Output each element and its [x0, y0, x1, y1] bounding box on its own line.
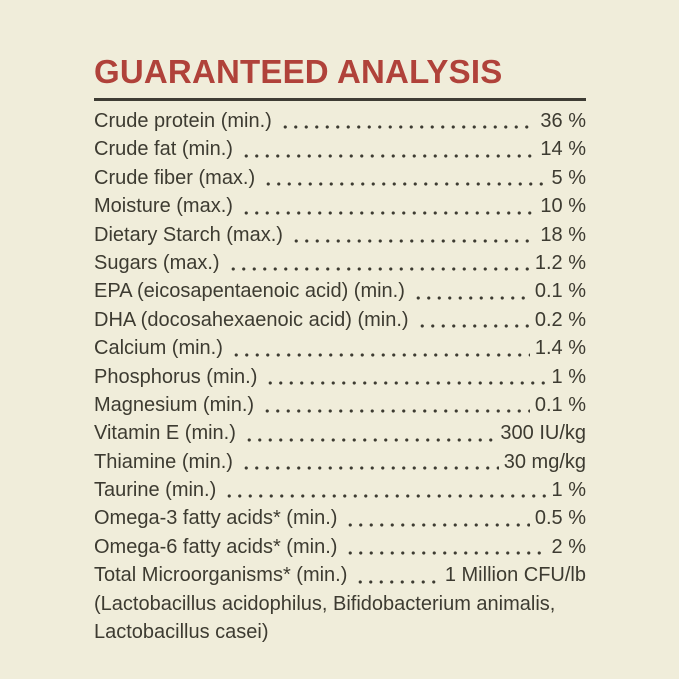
analysis-row: Sugars (max.) 1.2 %	[94, 248, 586, 278]
nutrient-name: DHA (docosahexaenoic acid) (min.)	[94, 308, 409, 331]
nutrient-name: Phosphorus (min.)	[94, 365, 258, 388]
analysis-row: Calcium (min.) 1.4 %	[94, 334, 586, 363]
analysis-row: Moisture (max.) 10 %	[94, 192, 586, 221]
analysis-row: Omega-3 fatty acids* (min.) 0.5 %	[94, 504, 586, 533]
nutrient-value: 1 %	[551, 365, 586, 388]
guaranteed-analysis-panel: GUARANTEED ANALYSIS Crude protein (min.)…	[94, 55, 586, 646]
analysis-row: EPA (eicosapentaenoic acid) (min.) 0.1 %	[94, 277, 586, 306]
nutrient-name: Moisture (max.)	[94, 195, 233, 218]
nutrient-value: 1.2 %	[534, 251, 586, 274]
nutrient-name: Crude fat (min.)	[94, 138, 233, 161]
nutrient-name: Magnesium (min.)	[94, 393, 255, 416]
analysis-row: Crude protein (min.) 36 %	[94, 107, 586, 136]
analysis-row: Thiamine (min.) 30 mg/kg	[94, 447, 586, 477]
dot-leader	[414, 305, 530, 335]
dot-leader	[343, 504, 530, 533]
dot-leader	[222, 476, 547, 505]
dot-leader	[343, 532, 547, 562]
dot-leader	[261, 163, 547, 193]
nutrient-value: 1 Million CFU/lb	[444, 564, 586, 587]
dot-leader	[277, 107, 536, 136]
dot-leader	[241, 419, 496, 448]
analysis-row: Dietary Starch (max.) 18 %	[94, 220, 586, 249]
nutrient-name: Thiamine (min.)	[94, 450, 233, 473]
dot-leader	[263, 362, 547, 391]
nutrient-name: Crude fiber (max.)	[94, 166, 256, 189]
nutrient-name: Sugars (max.)	[94, 251, 220, 274]
nutrient-value: 10 %	[540, 195, 586, 218]
analysis-row: Taurine (min.) 1 %	[94, 476, 586, 505]
nutrient-name: Crude protein (min.)	[94, 110, 272, 132]
analysis-row: Vitamin E (min.) 300 IU/kg	[94, 419, 586, 448]
microorganisms-footnote: (Lactobacillus acidophilus, Bifidobacter…	[94, 590, 586, 647]
footnote-line: Lactobacillus casei)	[94, 621, 269, 644]
nutrient-value: 0.5 %	[534, 507, 586, 530]
nutrient-name: Taurine (min.)	[94, 479, 217, 502]
nutrient-name: Omega-6 fatty acids* (min.)	[94, 535, 338, 558]
analysis-row: DHA (docosahexaenoic acid) (min.) 0.2 %	[94, 305, 586, 335]
dot-leader	[238, 447, 499, 477]
nutrient-value: 0.2 %	[534, 308, 586, 331]
nutrient-name: Vitamin E (min.)	[94, 422, 236, 445]
nutrient-value: 300 IU/kg	[500, 422, 586, 445]
dot-leader	[225, 248, 530, 278]
dot-leader	[260, 390, 530, 420]
nutrient-name: Calcium (min.)	[94, 337, 223, 360]
analysis-row: Crude fat (min.) 14 %	[94, 135, 586, 164]
nutrient-name: Dietary Starch (max.)	[94, 223, 283, 246]
analysis-table: Crude protein (min.) 36 % Crude fat (min.)…	[94, 107, 586, 590]
dot-leader	[238, 135, 536, 164]
dot-leader	[238, 192, 536, 221]
nutrient-value: 0.1 %	[534, 393, 586, 416]
analysis-row: Magnesium (min.) 0.1 %	[94, 390, 586, 420]
analysis-row: Omega-6 fatty acids* (min.) 2 %	[94, 532, 586, 562]
nutrient-value: 1.4 %	[534, 337, 586, 360]
analysis-row: Crude fiber (max.) 5 %	[94, 163, 586, 193]
nutrient-name: EPA (eicosapentaenoic acid) (min.)	[94, 280, 405, 303]
nutrient-value: 0.1 %	[534, 280, 586, 303]
dot-leader	[410, 277, 530, 306]
nutrient-value: 14 %	[540, 138, 586, 161]
dot-leader	[288, 220, 536, 249]
dot-leader	[353, 561, 440, 590]
footnote-line: (Lactobacillus acidophilus, Bifidobacter…	[94, 592, 556, 615]
nutrient-value: 1 %	[551, 479, 586, 502]
nutrient-value: 5 %	[551, 166, 586, 189]
nutrient-value: 18 %	[540, 223, 586, 246]
analysis-row: Total Microorganisms* (min.) 1 Million CF…	[94, 561, 586, 590]
dot-leader	[228, 334, 530, 363]
nutrient-value: 36 %	[540, 110, 586, 132]
analysis-row: Phosphorus (min.) 1 %	[94, 362, 586, 391]
page-title: GUARANTEED ANALYSIS	[94, 53, 503, 90]
nutrient-value: 30 mg/kg	[503, 450, 586, 473]
nutrient-name: Total Microorganisms* (min.)	[94, 564, 348, 587]
title-divider	[94, 98, 586, 101]
nutrient-value: 2 %	[551, 535, 586, 558]
nutrient-name: Omega-3 fatty acids* (min.)	[94, 507, 338, 530]
